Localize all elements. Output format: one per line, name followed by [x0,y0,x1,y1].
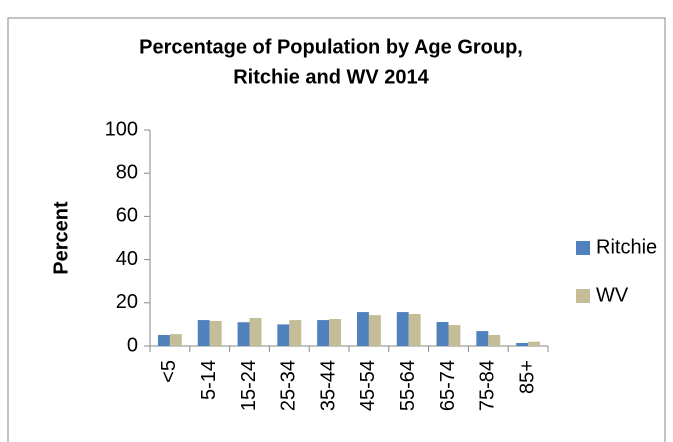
y-tick-label: 20 [116,291,138,313]
bar [329,319,342,346]
bar [368,315,381,346]
chart-title: Percentage of Population by Age Group, [139,36,523,58]
bar [436,322,449,346]
x-tick-label: 75-84 [477,360,499,411]
x-tick-label: 5-14 [198,360,220,400]
bar [448,325,461,346]
x-tick-label: 35-44 [317,360,339,411]
chart-frame [7,17,666,442]
bar [396,312,409,346]
y-tick-label: 0 [127,334,138,356]
x-tick-label: 55-64 [397,360,419,411]
chart-title: Ritchie and WV 2014 [233,66,429,88]
bar [169,334,182,346]
bar [528,341,541,346]
x-tick-label: 15-24 [238,360,260,411]
x-tick-label: 85+ [516,360,538,394]
x-tick-label: 65-74 [437,360,459,411]
bar [249,317,262,346]
y-tick-label: 40 [116,248,138,270]
legend-label: WV [596,284,629,306]
y-tick-label: 80 [116,161,138,183]
y-axis-label: Percent [50,201,72,275]
bar [289,320,302,346]
bar [209,320,222,346]
bar [476,331,489,346]
legend-label: Ritchie [596,236,657,258]
bar [237,322,250,346]
x-tick-label: 45-54 [357,360,379,411]
bar [408,314,421,346]
legend-swatch [576,289,590,303]
bar [356,312,369,346]
bar [197,320,210,346]
y-tick-label: 100 [105,118,138,140]
bar [157,334,170,346]
y-tick-label: 60 [116,205,138,227]
x-tick-label: <5 [158,360,180,383]
legend-swatch [576,241,590,255]
bar [488,334,501,346]
bar [317,320,330,346]
bar [516,342,529,346]
bar [277,324,290,346]
x-tick-label: 25-34 [278,360,300,411]
